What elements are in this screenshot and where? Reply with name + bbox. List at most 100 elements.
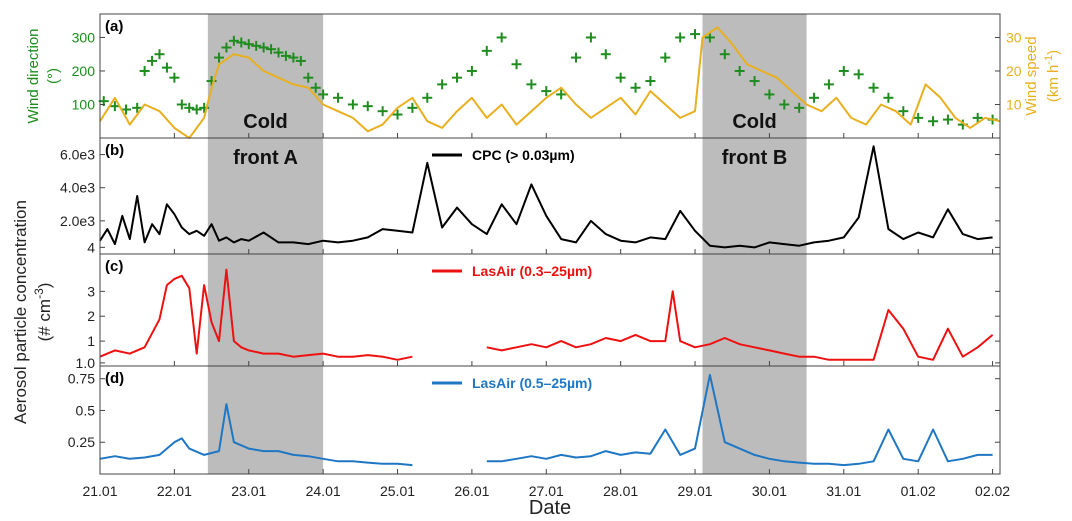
wind-direction-point [853, 69, 864, 80]
wind-direction-point [437, 79, 448, 90]
wind-direction-point [121, 104, 132, 115]
y-tick-label: 0.5 [76, 402, 96, 418]
wind-direction-point [295, 55, 306, 66]
panel-label: (c) [105, 258, 123, 275]
wind-direction-point [333, 92, 344, 103]
wind-direction-point [221, 42, 232, 53]
wind-direction-point [496, 32, 507, 43]
wind-direction-point [526, 79, 537, 90]
x-tick-label: 27.01 [529, 483, 564, 499]
y-tick-label: 6.0e3 [60, 147, 95, 163]
wind-direction-point [310, 82, 321, 93]
wind-direction-point [184, 102, 195, 113]
wind-direction-point [362, 101, 373, 112]
y-tick-label: 2 [87, 308, 95, 324]
wind-direction-point [972, 112, 983, 123]
wind-direction-point [690, 29, 701, 40]
x-tick-label: 25.01 [380, 483, 415, 499]
wind-direction-point [928, 116, 939, 127]
wind-direction-point [556, 89, 567, 100]
wind-direction-point [660, 52, 671, 63]
panel-frame [99, 365, 1001, 475]
y-tick-label-right: 20 [1006, 63, 1022, 79]
legend-label: LasAir (0.5–25µm) [472, 375, 592, 391]
wind-direction-point [823, 79, 834, 90]
wind-direction-point [303, 72, 314, 83]
y-tick-label: 2.0e3 [60, 213, 95, 229]
shared-y-label: Aerosol particle concentration [11, 200, 30, 424]
legend-label: LasAir (0.3–25µm) [472, 263, 592, 279]
wind-direction-point [794, 102, 805, 113]
cold-front-title: Cold [732, 111, 776, 133]
wind-direction-point [779, 99, 790, 110]
wind-direction-point [392, 109, 403, 120]
wind-direction-point [258, 42, 269, 53]
x-axis-label: Date [529, 497, 571, 519]
y-tick-label: 4.0e3 [60, 180, 95, 196]
wind-direction-point [176, 99, 187, 110]
wind-direction-point [273, 47, 284, 58]
wind-direction-point [154, 49, 165, 60]
y-tick-label: 0.75 [68, 371, 95, 387]
y-tick-label: 3 [87, 283, 95, 299]
wind-direction-point [347, 99, 358, 110]
wind-direction-point [147, 55, 158, 66]
y-tick-label: 300 [72, 29, 96, 45]
y-tick-label: 100 [72, 96, 96, 112]
y-tick-label: 1.0 [76, 355, 96, 371]
wind-direction-point [511, 59, 522, 70]
wind-direction-point [169, 72, 180, 83]
panel-label: (b) [105, 142, 124, 159]
wind-direction-point [898, 106, 909, 117]
legend-label: CPC (> 0.03µm) [472, 147, 575, 163]
wind-direction-point [704, 32, 715, 43]
wind-speed-label: Wind speed [1023, 36, 1040, 115]
wind-direction-point [615, 72, 626, 83]
wind-direction-point [481, 45, 492, 56]
x-tick-label: 31.01 [826, 483, 861, 499]
wind-direction-point [161, 62, 172, 73]
x-tick-label: 24.01 [306, 483, 341, 499]
wind-direction-point [645, 76, 656, 87]
series-line-c [99, 268, 994, 361]
x-tick-label: 01.02 [901, 483, 936, 499]
panel-label: (a) [105, 18, 123, 35]
series-line-d [99, 373, 993, 467]
panel-label: (d) [105, 370, 124, 387]
wind-direction-point [236, 37, 247, 48]
x-tick-label: 02.02 [975, 483, 1010, 499]
y-tick-label: 200 [72, 63, 96, 79]
wind-direction-point [749, 76, 760, 87]
wind-direction-point [243, 39, 254, 50]
wind-direction-point [630, 82, 641, 93]
wind-speed-line [99, 26, 1001, 139]
wind-direction-point [407, 102, 418, 113]
wind-direction-point [452, 72, 463, 83]
wind-speed-unit: (km h-1) [1043, 50, 1062, 102]
wind-direction-unit: (°) [45, 68, 62, 84]
cold-front-name: front A [233, 147, 298, 169]
wind-direction-point [280, 50, 291, 61]
wind-direction-point [585, 32, 596, 43]
cold-front-name: front B [722, 147, 788, 169]
y-tick-label: 4 [87, 239, 95, 255]
wind-direction-point [109, 101, 120, 112]
wind-direction-point [422, 92, 433, 103]
wind-direction-point [266, 44, 277, 55]
cold-front-title: Cold [243, 111, 287, 133]
wind-direction-point [600, 49, 611, 60]
x-tick-label: 30.01 [752, 483, 787, 499]
y-tick-label: 1 [87, 333, 95, 349]
shared-y-unit: (# cm-3) [32, 283, 54, 342]
x-tick-label: 21.01 [82, 483, 117, 499]
wind-direction-point [251, 40, 262, 51]
y-tick-label: 0.25 [68, 434, 95, 450]
x-tick-label: 22.01 [157, 483, 192, 499]
wind-direction-point [466, 65, 477, 76]
wind-direction-point [883, 92, 894, 103]
x-tick-label: 26.01 [454, 483, 489, 499]
x-tick-label: 29.01 [678, 483, 713, 499]
wind-direction-point [206, 76, 217, 87]
wind-direction-point [719, 49, 730, 60]
